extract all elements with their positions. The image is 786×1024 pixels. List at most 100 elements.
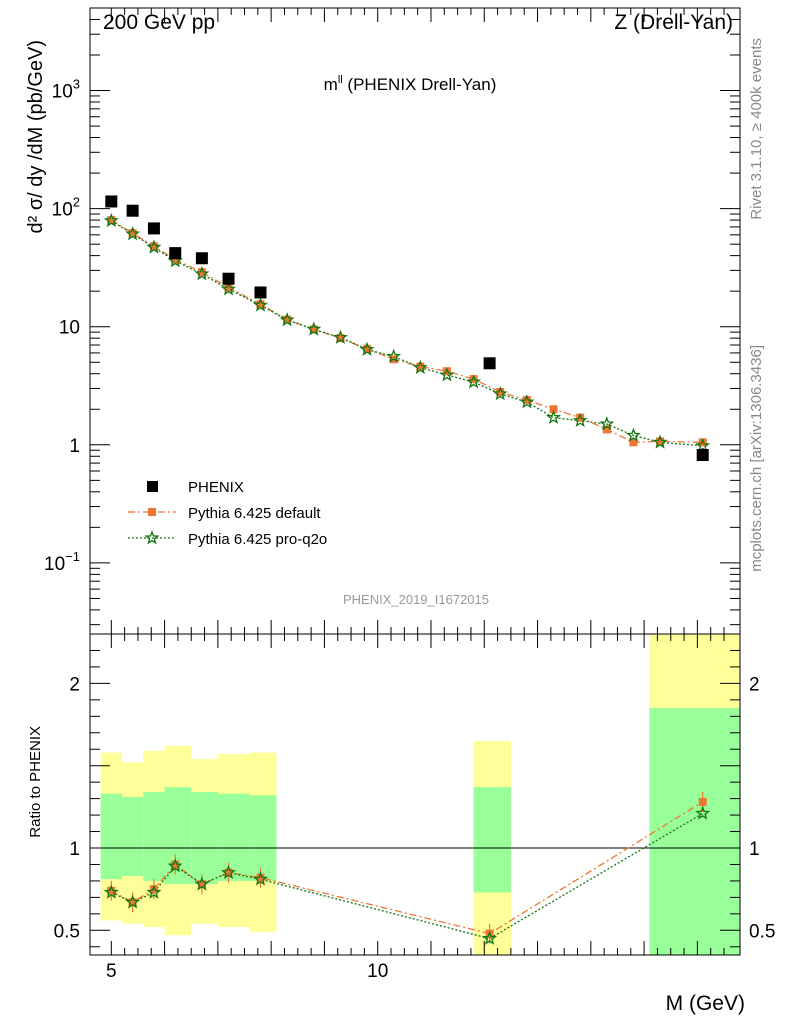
main-point-default	[336, 334, 345, 343]
main-point-default	[602, 425, 611, 434]
ratio-point-default	[197, 880, 206, 889]
ratio-point-default	[224, 868, 233, 877]
ratio-point-proq2o	[167, 858, 183, 873]
plot-title-rest: (PHENIX Drell-Yan)	[343, 75, 497, 94]
main-point-proq2o	[103, 212, 119, 228]
plot-title-main: m	[324, 75, 338, 94]
main-point-proq2o	[439, 367, 455, 382]
main-point-default	[256, 300, 265, 309]
plot-title: mll (PHENIX Drell-Yan)	[324, 74, 497, 94]
main-point-proq2o	[625, 427, 641, 442]
main-point-phenix	[483, 357, 496, 370]
ratio-y-tick-label-right: 1	[749, 839, 760, 860]
tick-exponent: −1	[65, 549, 80, 564]
ratio-frame	[89, 633, 741, 956]
tick-base: 10	[52, 200, 73, 221]
main-y-tick-label: 102	[52, 195, 80, 221]
legend-marker-phenix	[147, 481, 158, 492]
main-point-proq2o	[386, 348, 402, 363]
main-point-proq2o	[125, 226, 141, 241]
main-point-phenix	[147, 222, 160, 235]
main-point-default	[309, 325, 318, 334]
main-point-default	[698, 438, 707, 447]
main-point-proq2o	[492, 386, 508, 401]
main-point-default	[442, 367, 451, 376]
main-point-proq2o	[599, 416, 615, 431]
ratio-point-proq2o	[103, 884, 119, 899]
analysis-id: PHENIX_2019_I1672015	[343, 592, 489, 607]
main-point-proq2o	[519, 394, 535, 409]
main-point-default	[522, 395, 531, 404]
legend-marker-proq2o	[144, 530, 160, 545]
main-y-tick-label: 1	[69, 436, 80, 457]
ratio-band-inner-4	[191, 792, 218, 885]
main-point-phenix	[696, 448, 709, 461]
ratio-band-inner-6	[249, 795, 277, 881]
main-point-default	[416, 362, 425, 371]
main-point-phenix	[126, 204, 139, 217]
ratio-y-tick-label: 2	[69, 674, 80, 695]
main-series	[103, 195, 711, 461]
header-left: 200 GeV pp	[103, 11, 215, 34]
main-point-proq2o	[652, 434, 668, 449]
ratio-point-default	[128, 898, 137, 907]
ratio-series	[103, 791, 711, 945]
main-point-phenix	[195, 252, 208, 265]
main-point-default	[629, 438, 638, 447]
x-tick-label: 10	[367, 961, 388, 982]
header-right: Z (Drell-Yan)	[614, 11, 733, 34]
legend-marker-default	[148, 508, 156, 516]
main-point-proq2o	[306, 321, 322, 336]
main-point-phenix	[254, 286, 267, 299]
x-tick-label: 5	[106, 961, 117, 982]
main-point-phenix	[222, 272, 235, 285]
ratio-bands	[100, 634, 740, 955]
ratio-point-proq2o	[482, 930, 498, 945]
ratio-band-inner-7	[473, 787, 511, 893]
main-point-default	[283, 315, 292, 324]
main-point-default	[171, 255, 180, 264]
ratio-band-inner-0	[100, 793, 122, 880]
main-point-proq2o	[466, 374, 482, 389]
main-point-proq2o	[332, 329, 348, 344]
main-y-tick-label: 10	[59, 318, 80, 339]
ratio-band-inner-5	[217, 793, 250, 881]
ratio-axes: 5 10 0.5 0.5 1 1 2 2	[54, 633, 775, 982]
ratio-band-inner-2	[143, 792, 165, 881]
side-label-rivet: Rivet 3.1.10, ≥ 400k events	[748, 38, 765, 220]
ratio-point-default	[107, 886, 116, 895]
ratio-point-proq2o	[194, 876, 210, 891]
ratio-point-proq2o	[253, 871, 268, 886]
main-point-proq2o	[279, 312, 295, 327]
main-point-proq2o	[221, 281, 236, 296]
ratio-y-tick-label-right: 0.5	[749, 921, 775, 942]
main-point-proq2o	[253, 297, 268, 312]
side-label-mcplots: mcplots.cern.ch [arXiv:1306.3436]	[748, 345, 765, 572]
main-point-phenix	[105, 195, 118, 208]
main-point-proq2o	[412, 359, 428, 375]
main-point-default	[656, 437, 665, 446]
main-point-default	[197, 268, 206, 277]
ratio-point-default	[149, 885, 158, 894]
main-point-default	[576, 413, 585, 422]
tick-exponent: 2	[73, 195, 80, 210]
main-point-default	[149, 242, 158, 251]
main-point-default	[107, 216, 116, 225]
ratio-point-proq2o	[146, 884, 162, 899]
legend-label-phenix: PHENIX	[188, 479, 244, 496]
ratio-band-inner-1	[121, 796, 144, 876]
tick-base: 10	[44, 554, 65, 575]
plot-title-sup: ll	[338, 74, 343, 86]
ratio-point-default	[256, 873, 265, 882]
main-point-default	[496, 388, 505, 397]
ratio-point-proq2o	[221, 864, 236, 880]
main-point-default	[363, 344, 372, 353]
ratio-y-tick-label-right: 2	[749, 674, 760, 695]
ratio-band-inner-8	[649, 708, 740, 955]
ratio-point-proq2o	[695, 805, 711, 820]
ratio-y-tick-label: 1	[69, 839, 80, 860]
main-point-default	[549, 405, 558, 414]
ratio-point-proq2o	[125, 894, 141, 909]
